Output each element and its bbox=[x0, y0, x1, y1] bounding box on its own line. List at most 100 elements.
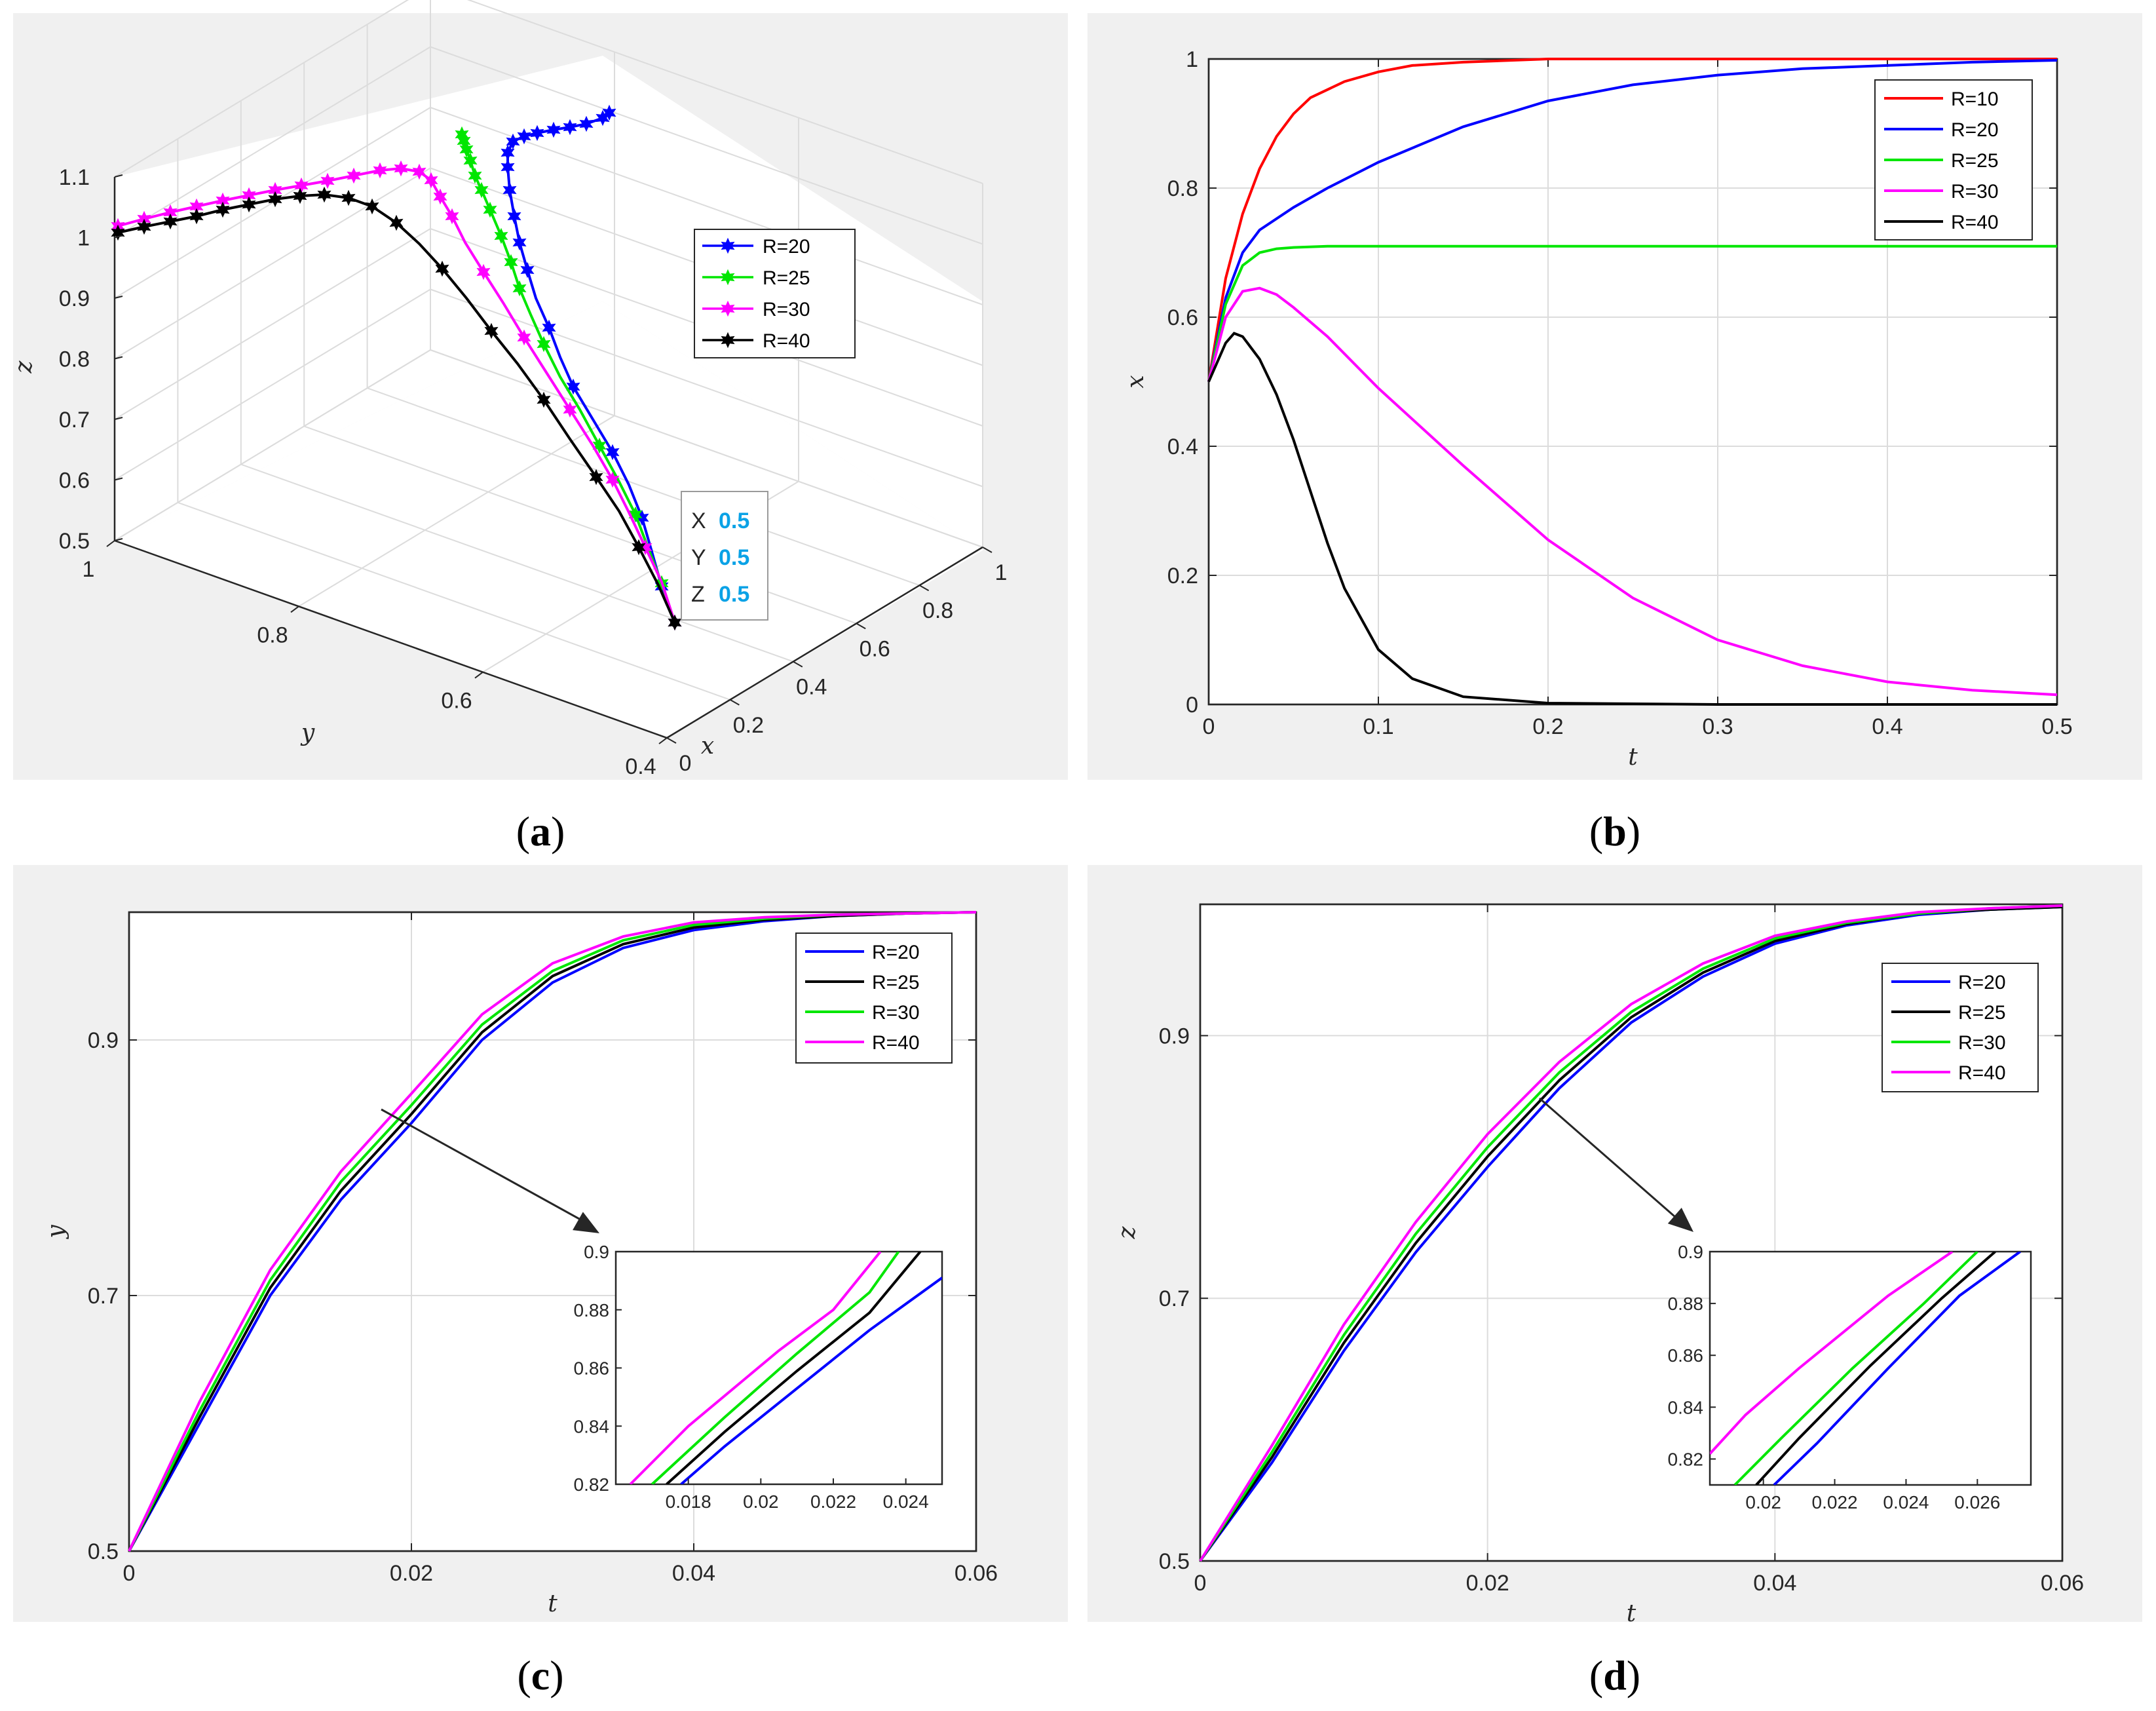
y-tick-label: 0.4 bbox=[1167, 434, 1198, 459]
inset-series-line-R=40 bbox=[1710, 1252, 1954, 1455]
grid-line-x bbox=[430, 349, 983, 548]
hexagram-marker bbox=[373, 162, 387, 179]
hexagram-marker bbox=[445, 208, 459, 225]
z-tick-mark bbox=[114, 417, 123, 420]
inset-series-line-R=20 bbox=[1773, 1252, 2021, 1485]
hexagram-marker bbox=[320, 172, 335, 189]
legend-label: R=30 bbox=[872, 1002, 920, 1024]
grid-line-x bbox=[367, 387, 920, 586]
panel-a-xlabel: x bbox=[701, 733, 714, 759]
panel-a-datatip: X 0.5 Y 0.5 Z 0.5 bbox=[670, 491, 768, 627]
y-axis-label: z bbox=[1114, 1225, 1141, 1239]
hexagram-marker bbox=[605, 471, 620, 488]
x-tick-mark bbox=[793, 661, 803, 668]
inset-x-tick-label: 0.022 bbox=[1812, 1492, 1858, 1512]
hexagram-marker bbox=[517, 128, 531, 145]
x-tick-label: 0.04 bbox=[1753, 1571, 1796, 1596]
grid-line-y bbox=[298, 415, 615, 607]
hexagram-marker bbox=[484, 322, 499, 339]
grid-line-z bbox=[466, 0, 983, 184]
x-tick-label: 0.2 bbox=[733, 713, 764, 738]
y-tick-label: 0.7 bbox=[1159, 1286, 1190, 1311]
inset-y-tick-label: 0.9 bbox=[584, 1242, 609, 1262]
hexagram-marker bbox=[546, 121, 561, 138]
legend-label: R=25 bbox=[763, 267, 810, 289]
hexagram-marker bbox=[268, 191, 282, 208]
legend-label: R=10 bbox=[1951, 88, 1999, 110]
y-tick-mark bbox=[290, 606, 299, 613]
legend-label: R=40 bbox=[1958, 1062, 2006, 1084]
grid-line-x bbox=[240, 463, 794, 663]
inset-series-line-R=30 bbox=[1733, 1252, 1978, 1485]
hexagram-marker bbox=[563, 401, 577, 418]
panel-a-ticks: 0.5 0.6 0.7 0.8 0.9 1 1.1 0.4 0.6 0.8 1 0 0.2 0.4 0.6 0… bbox=[59, 165, 1008, 779]
y-tick-label: 0.4 bbox=[625, 754, 656, 779]
x-tick-mark bbox=[729, 699, 740, 706]
y-tick-label: 0.7 bbox=[88, 1284, 119, 1309]
hexagram-marker bbox=[365, 198, 379, 215]
x-tick-mark bbox=[982, 547, 993, 553]
grid-line-z bbox=[114, 107, 431, 299]
x-tick-mark bbox=[666, 737, 677, 744]
inset-series-line-R=20 bbox=[680, 1277, 942, 1484]
y-tick-label: 1 bbox=[83, 557, 95, 582]
series-line-R=25 bbox=[1207, 244, 2057, 382]
panel-b-chart: 0 0.1 0.2 0.3 0.4 0.5 0 0.2 0.4 0.6 0.8 1 t x R=10 R=20… bbox=[1122, 47, 2073, 771]
hexagram-marker bbox=[563, 119, 577, 136]
panel-d-label-letter: d bbox=[1603, 1652, 1627, 1699]
hexagram-marker bbox=[512, 280, 527, 297]
hexagram-marker bbox=[424, 172, 438, 189]
inset-x-tick-label: 0.022 bbox=[810, 1491, 856, 1512]
x-tick-label: 0.1 bbox=[1363, 714, 1393, 739]
y-tick-label: 0.5 bbox=[1159, 1549, 1190, 1574]
panel-c-label: (c) bbox=[517, 1652, 563, 1699]
z-tick-label: 1.1 bbox=[59, 165, 90, 190]
legend-label: R=20 bbox=[763, 236, 810, 258]
y-tick-label: 0.6 bbox=[441, 689, 472, 714]
inset-series-line-R=25 bbox=[666, 1252, 922, 1484]
legend-label: R=25 bbox=[1951, 150, 1999, 172]
inset-series-line-R=30 bbox=[651, 1252, 900, 1484]
z-tick-label: 1 bbox=[77, 226, 90, 251]
legend-label: R=20 bbox=[1958, 972, 2006, 993]
hexagram-marker bbox=[504, 254, 518, 271]
axes-frame bbox=[128, 911, 977, 1552]
hexagram-marker bbox=[474, 182, 489, 199]
grid-line-z bbox=[114, 288, 431, 481]
z-tick-label: 0.6 bbox=[59, 469, 90, 493]
y-tick-label: 0.8 bbox=[257, 623, 288, 647]
panel-a-datatip-z-value: 0.5 bbox=[719, 582, 749, 607]
hexagram-marker bbox=[483, 201, 497, 218]
panel-d-label: (d) bbox=[1589, 1652, 1640, 1699]
x-tick-label: 0 bbox=[1194, 1571, 1207, 1596]
z-tick-mark bbox=[114, 296, 123, 299]
hexagram-marker bbox=[605, 444, 620, 461]
x-tick-label: 0.04 bbox=[672, 1561, 715, 1586]
hexagram-marker bbox=[216, 201, 230, 218]
panel-b-label-letter: b bbox=[1603, 808, 1627, 855]
x-tick-label: 0 bbox=[123, 1561, 136, 1586]
hexagram-marker bbox=[721, 300, 735, 317]
y-tick-mark bbox=[474, 671, 483, 679]
z-tick-mark bbox=[114, 174, 123, 178]
legend-box bbox=[1882, 963, 2039, 1092]
inset-series-line-R=40 bbox=[629, 1252, 882, 1484]
hexagram-marker bbox=[293, 187, 307, 204]
x-axis-label: t bbox=[1628, 744, 1638, 771]
hexagram-marker bbox=[341, 189, 356, 206]
series-line-R=40 bbox=[1199, 904, 2063, 1562]
inset-series-line-R=25 bbox=[1755, 1252, 1996, 1485]
y-tick-label: 0.9 bbox=[1159, 1024, 1190, 1048]
inset-y-tick-label: 0.9 bbox=[1678, 1242, 1703, 1262]
grid-line-x bbox=[178, 501, 730, 701]
inset-x-tick-label: 0.02 bbox=[1745, 1492, 1781, 1512]
legend-label: R=20 bbox=[1951, 119, 1999, 141]
panel-a-datatip-y-label: Y bbox=[691, 545, 706, 570]
inset-x-tick-label: 0.02 bbox=[743, 1491, 779, 1512]
legend-label: R=25 bbox=[1958, 1002, 2006, 1024]
series-line-R=40 bbox=[128, 911, 977, 1552]
y-tick-label: 1 bbox=[1186, 47, 1198, 72]
z-tick-mark bbox=[114, 356, 123, 360]
hexagram-marker bbox=[537, 391, 551, 408]
panel-a-datatip-x-label: X bbox=[691, 509, 706, 533]
